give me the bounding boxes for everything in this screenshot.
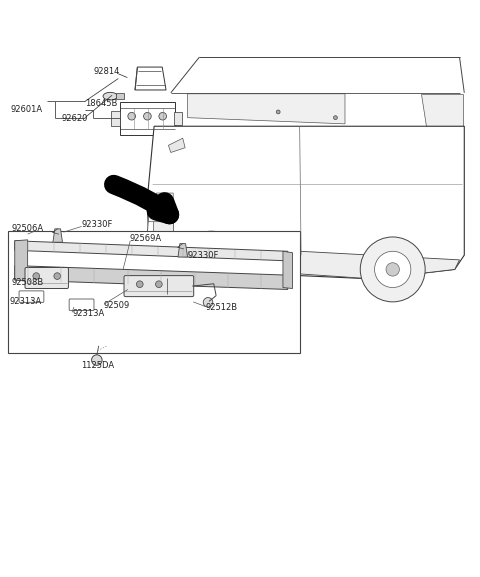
Text: 92506A: 92506A [12,224,44,233]
FancyBboxPatch shape [8,231,300,353]
FancyBboxPatch shape [124,276,194,297]
Polygon shape [421,94,463,126]
Circle shape [54,273,60,279]
FancyBboxPatch shape [69,299,94,310]
Polygon shape [148,243,459,279]
Circle shape [195,244,228,278]
Circle shape [334,116,337,119]
Circle shape [92,355,102,365]
Circle shape [156,281,162,287]
Polygon shape [15,265,288,290]
Polygon shape [148,193,173,222]
Polygon shape [53,229,62,242]
Text: 92330F: 92330F [82,220,113,229]
Text: 92313A: 92313A [10,297,42,306]
FancyBboxPatch shape [153,220,173,235]
Text: 92508B: 92508B [12,278,44,287]
Text: 1125DA: 1125DA [82,361,115,370]
Circle shape [136,281,143,287]
Polygon shape [15,241,288,261]
Text: 92601A: 92601A [11,105,43,114]
FancyBboxPatch shape [116,93,123,99]
Polygon shape [178,243,188,257]
Circle shape [33,273,39,279]
Text: 18645B: 18645B [85,99,117,108]
Text: 92313A: 92313A [72,309,104,319]
Text: 92620: 92620 [62,114,88,123]
FancyArrowPatch shape [114,185,169,215]
Polygon shape [120,102,175,135]
Circle shape [203,298,213,307]
Polygon shape [283,251,292,288]
FancyBboxPatch shape [25,268,69,288]
Circle shape [374,251,411,287]
Circle shape [159,113,167,120]
Ellipse shape [103,92,117,100]
Text: 92512B: 92512B [205,303,238,312]
Circle shape [276,110,280,114]
Text: 92330F: 92330F [188,250,219,260]
Text: 92814: 92814 [93,67,120,76]
FancyBboxPatch shape [111,111,120,126]
Circle shape [182,231,241,290]
Polygon shape [135,67,166,90]
Circle shape [360,237,425,302]
FancyBboxPatch shape [19,291,44,302]
Circle shape [386,263,399,276]
Polygon shape [188,94,345,124]
Polygon shape [147,126,464,279]
Polygon shape [168,138,185,152]
Text: 92509: 92509 [104,301,130,310]
Polygon shape [15,240,28,282]
FancyBboxPatch shape [174,113,182,125]
Text: 92569A: 92569A [129,234,161,243]
Polygon shape [147,193,173,263]
Circle shape [205,255,217,267]
Circle shape [144,113,151,120]
Circle shape [128,113,135,120]
